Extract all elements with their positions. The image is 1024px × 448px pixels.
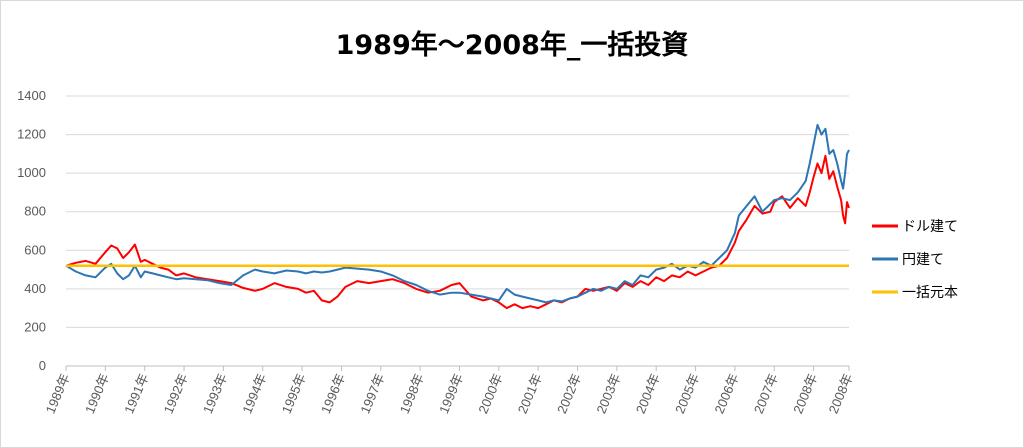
y-tick-label: 0 xyxy=(39,358,46,373)
x-tick-label: 2003年 xyxy=(593,371,623,415)
series-lines xyxy=(65,123,850,310)
x-tick-label: 1996年 xyxy=(318,371,348,415)
x-tick-label: 1994年 xyxy=(239,371,269,415)
legend-label: 一括元本 xyxy=(902,285,958,301)
y-tick-label: 800 xyxy=(24,204,46,219)
x-tick-label: 2002年 xyxy=(554,371,584,415)
y-tick-label: 1200 xyxy=(17,127,46,142)
x-tick-label: 1989年 xyxy=(43,371,73,415)
y-tick-label: 1000 xyxy=(17,165,46,180)
x-tick-label: 1999年 xyxy=(436,371,466,415)
x-tick-label: 2001年 xyxy=(515,371,545,415)
x-tick-label: 1998年 xyxy=(397,371,427,415)
chart-title: 1989年〜2008年_一括投資 xyxy=(335,30,689,61)
x-tick-label: 1992年 xyxy=(161,371,191,415)
series-line-1 xyxy=(65,154,850,310)
x-tick-label: 1995年 xyxy=(279,371,309,415)
y-tick-label: 600 xyxy=(24,242,46,257)
legend-label: 円建て xyxy=(902,252,944,268)
x-axis-ticks: 1989年 1990年 1991年 1992年 1993年 1994年 1995年 1996年… xyxy=(43,366,856,416)
x-tick-label: 1991年 xyxy=(121,371,151,415)
y-tick-label: 1400 xyxy=(17,88,46,103)
y-tick-label: 200 xyxy=(24,319,46,334)
x-tick-label: 2007年 xyxy=(751,371,781,415)
x-tick-label: 1997年 xyxy=(357,371,387,415)
x-tick-label: 2005年 xyxy=(672,371,702,415)
gridlines xyxy=(66,95,849,367)
y-axis-ticks: 0 200 400 600 800 1000 1200 1400 xyxy=(17,88,46,373)
x-tick-label: 1993年 xyxy=(200,371,230,415)
x-tick-label: 1990年 xyxy=(82,371,112,415)
y-tick-label: 400 xyxy=(24,281,46,296)
x-tick-label: 2008年 xyxy=(790,371,820,415)
x-tick-label: 2000年 xyxy=(475,371,505,415)
x-tick-label: 2006年 xyxy=(711,371,741,415)
x-tick-label: 2008年 xyxy=(826,371,856,415)
series-line-2 xyxy=(65,123,850,304)
x-tick-label: 2004年 xyxy=(633,371,663,415)
legend-label: ドル建て xyxy=(902,219,958,235)
